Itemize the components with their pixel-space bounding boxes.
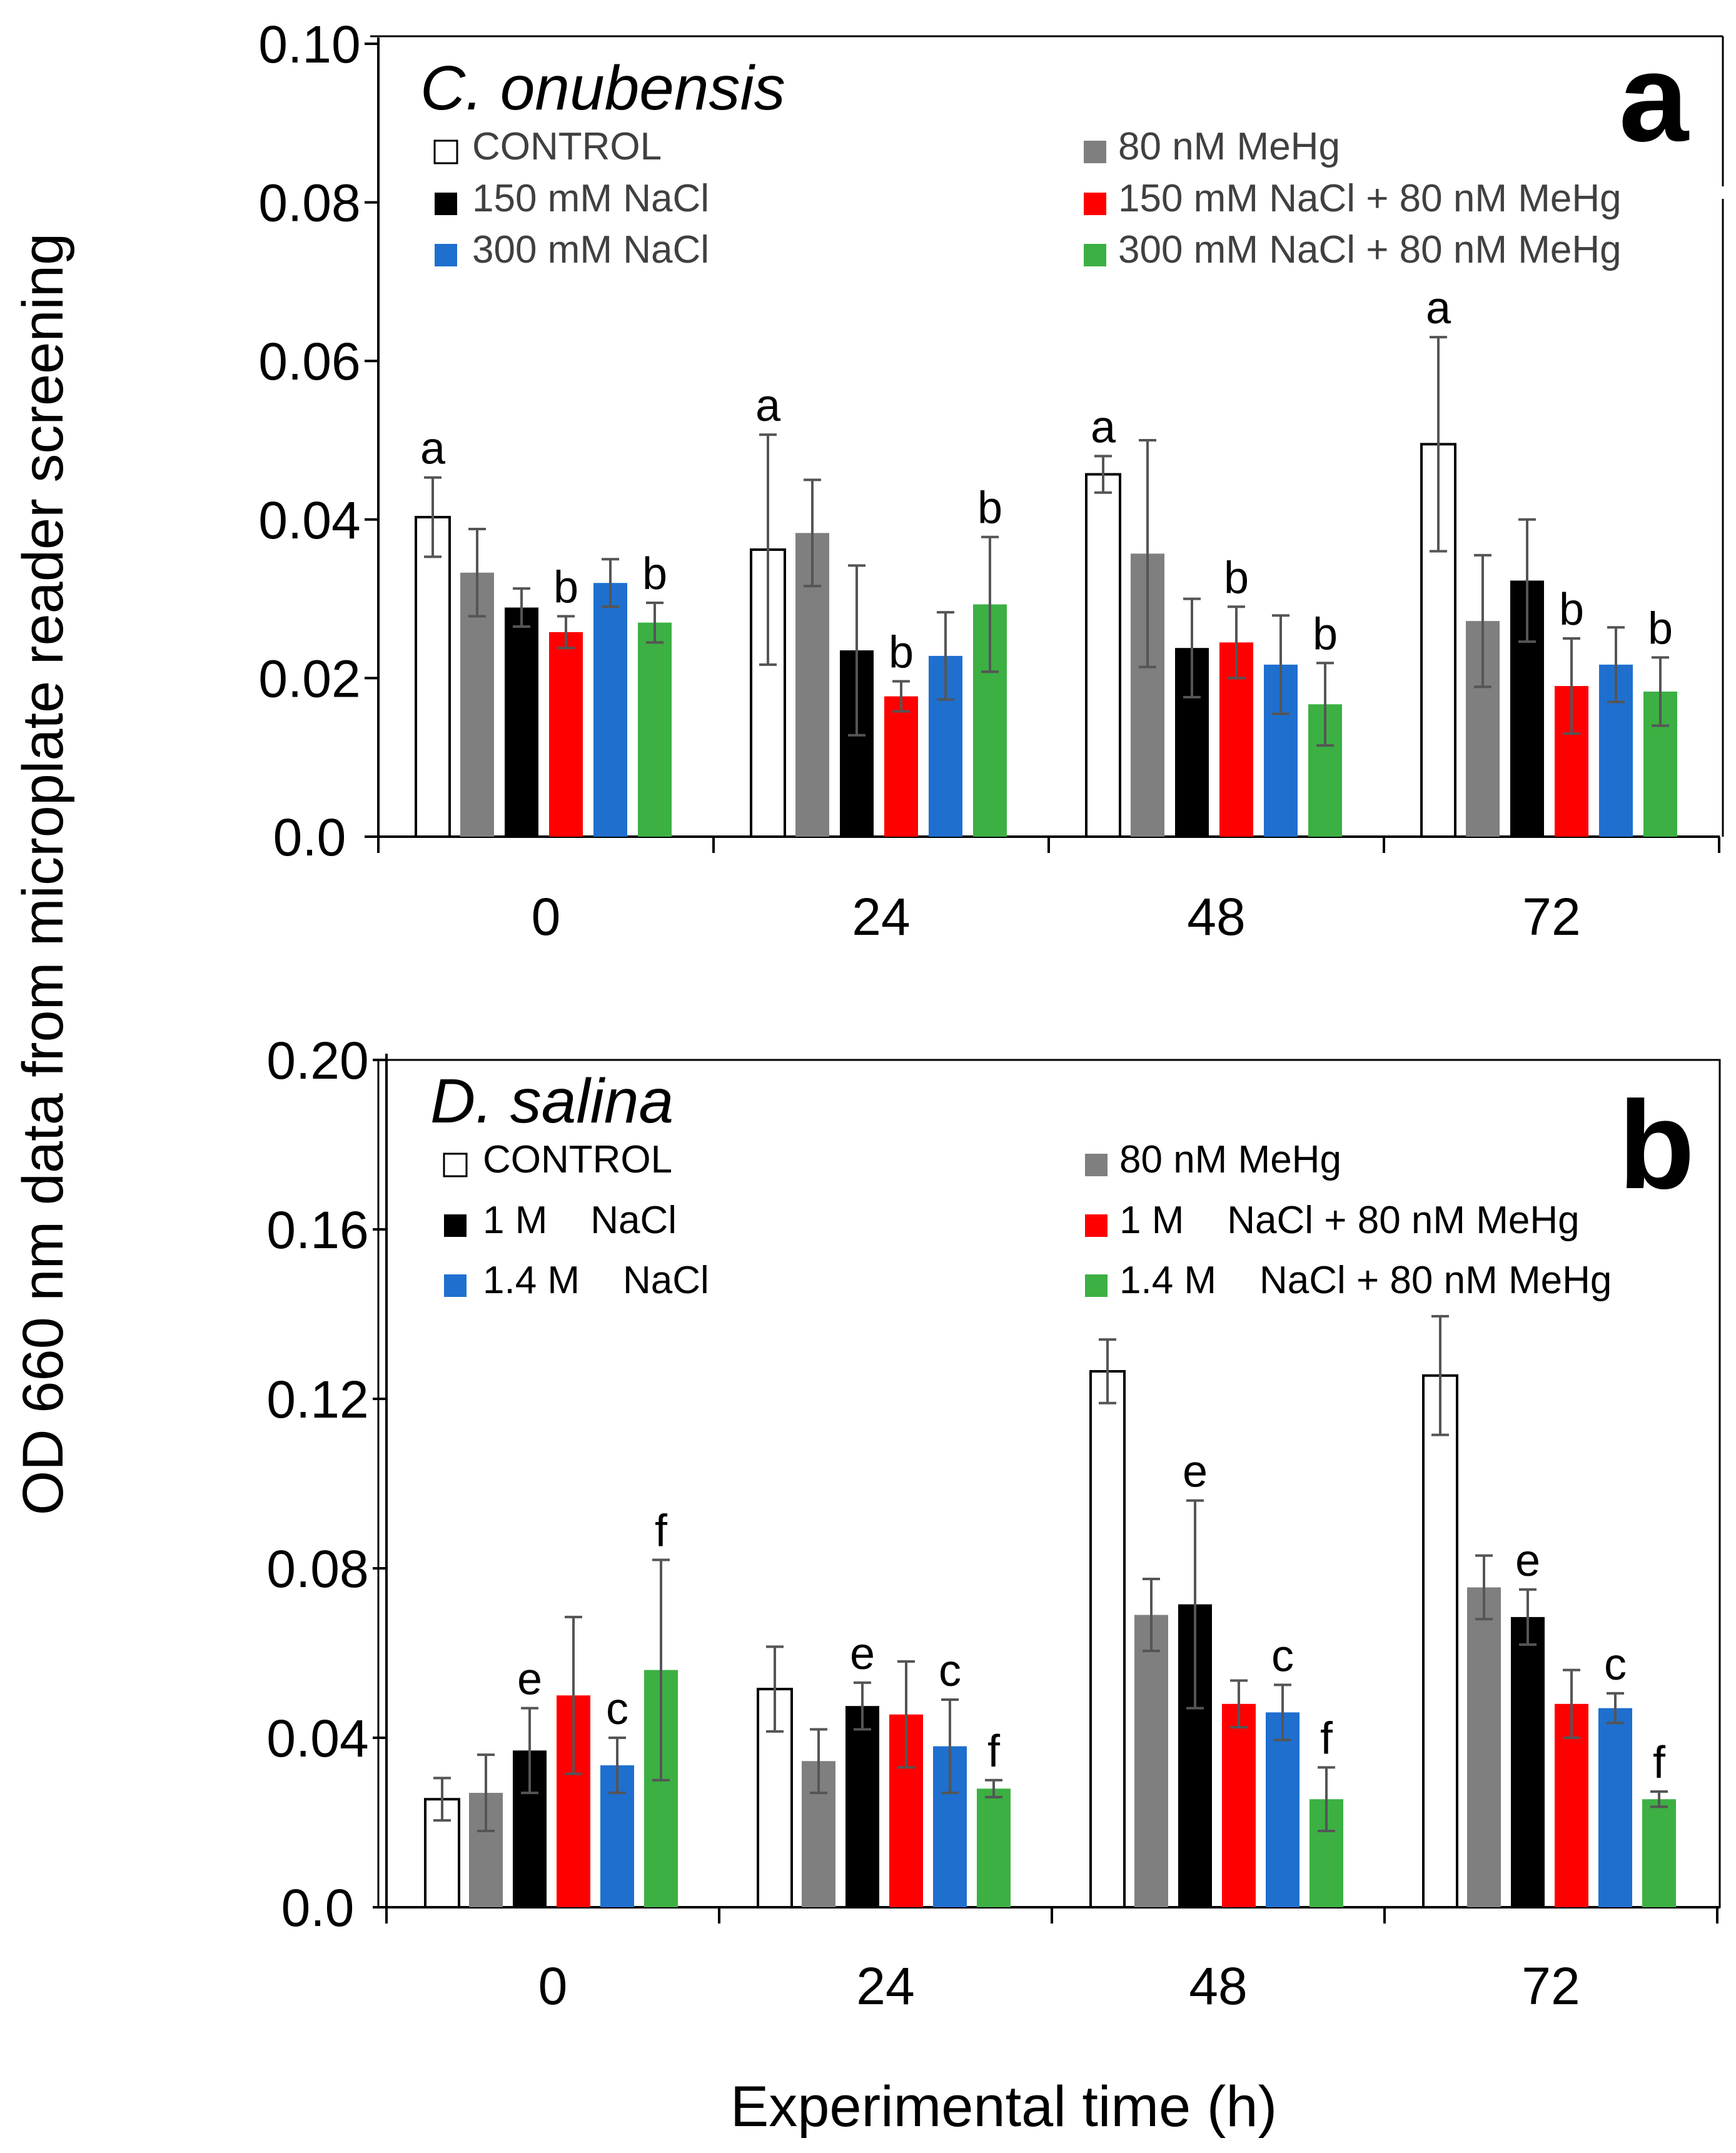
legend-swatch (1085, 1154, 1108, 1176)
significance-letter: b (977, 483, 1002, 533)
legend-swatch (1084, 193, 1106, 215)
significance-letter: b (553, 562, 578, 612)
significance-letter: e (850, 1629, 875, 1679)
legend-label: 1 M NaCl (483, 1199, 677, 1242)
y-tick-label: 0.12 (266, 1370, 369, 1429)
x-tick-label: 0 (538, 1957, 568, 2015)
significance-letter: b (1559, 585, 1584, 635)
legend-label: 150 mM NaCl (472, 177, 709, 220)
legend-label: 150 mM NaCl + 80 nM MeHg (1118, 177, 1622, 220)
legend-label: 80 nM MeHg (1119, 1138, 1341, 1181)
bar (1134, 1615, 1168, 1907)
legend-swatch (435, 244, 457, 266)
bar (1266, 1712, 1299, 1907)
significance-letter: c (606, 1684, 628, 1734)
legend-swatch (1085, 1274, 1108, 1297)
legend-label: 300 mM NaCl + 80 nM MeHg (1118, 228, 1622, 271)
significance-letter: f (1320, 1713, 1333, 1763)
chart-title: C. onubensis (420, 53, 785, 123)
bar (1222, 1703, 1256, 1907)
legend-label: CONTROL (483, 1138, 672, 1181)
x-tick-label: 24 (852, 887, 910, 946)
legend-swatch (444, 1214, 467, 1237)
significance-letter: b (889, 627, 914, 677)
y-tick-label: 0.04 (266, 1709, 369, 1768)
panel-a-chart: 0.0 0.02 0.04 0.06 0.08 0.10 0 24 48 72 a b b a b b a b b a… (258, 15, 1724, 946)
legend-label: 1 M NaCl + 80 nM MeHg (1119, 1199, 1580, 1242)
bar (1598, 1708, 1632, 1907)
y-tick-label: 0.0 (281, 1878, 355, 1937)
bar (1085, 473, 1121, 838)
significance-letter: b (1313, 609, 1338, 659)
bar (884, 696, 918, 837)
significance-letter: c (1604, 1640, 1627, 1690)
bar (1467, 1587, 1501, 1907)
bar (638, 622, 672, 837)
y-axis-title: OD 660 nm data from microplate reader sc… (11, 233, 75, 1516)
legend-label: 80 nM MeHg (1118, 125, 1340, 168)
bar (845, 1706, 879, 1907)
y-tick-label: 0.06 (258, 332, 361, 391)
significance-letter: e (517, 1655, 542, 1705)
significance-letter: c (1271, 1631, 1294, 1681)
legend-swatch (1084, 141, 1106, 163)
legend-swatch (444, 1274, 467, 1297)
significance-letter: a (420, 424, 446, 474)
legend-label: CONTROL (472, 125, 662, 168)
y-tick-label: 0.08 (258, 174, 361, 233)
y-tick-label: 0.10 (258, 15, 361, 74)
x-tick-label: 24 (856, 1957, 914, 2015)
chart-title: D. salina (430, 1066, 674, 1136)
legend-swatch (443, 1152, 468, 1177)
y-tick-label: 0.16 (266, 1201, 369, 1259)
y-tick-label: 0.02 (258, 649, 361, 708)
legend-swatch (433, 139, 458, 164)
significance-letter: b (1648, 603, 1673, 653)
significance-letter: a (755, 381, 781, 431)
bar (415, 515, 451, 838)
bar (1089, 1369, 1126, 1908)
x-tick-label: 48 (1189, 1957, 1247, 2015)
bar (1422, 1374, 1458, 1909)
significance-letter: f (1653, 1738, 1666, 1788)
bar (593, 583, 627, 837)
legend-label: 1.4 M NaCl (483, 1259, 709, 1302)
bar (977, 1788, 1011, 1907)
legend-swatch (435, 193, 457, 215)
significance-letter: b (1224, 553, 1249, 603)
legend-swatch (1084, 244, 1106, 266)
significance-letter: f (987, 1727, 1001, 1777)
panel-label: b (1618, 1076, 1695, 1215)
legend-label: 1.4 M NaCl + 80 nM MeHg (1119, 1259, 1612, 1302)
bar (505, 607, 538, 837)
y-tick-label: 0.04 (258, 491, 361, 550)
y-tick-label: 0.20 (266, 1031, 369, 1090)
x-tick-label: 72 (1522, 1957, 1580, 2015)
significance-letter: a (1426, 283, 1451, 333)
significance-letter: f (655, 1506, 668, 1556)
legend-swatch (1085, 1214, 1108, 1237)
significance-letter: e (1183, 1447, 1208, 1497)
x-tick-label: 0 (532, 887, 561, 946)
legend-label: 300 mM NaCl (472, 228, 709, 271)
x-tick-label: 48 (1187, 887, 1245, 946)
bar (1511, 1616, 1545, 1907)
y-tick-label: 0.08 (266, 1540, 369, 1598)
significance-letter: b (642, 549, 667, 599)
significance-letter: a (1091, 402, 1116, 452)
significance-letter: e (1515, 1536, 1540, 1586)
significance-letter: c (939, 1646, 961, 1696)
x-axis-title: Experimental time (h) (730, 2075, 1277, 2139)
bar (549, 632, 583, 837)
bar (1642, 1799, 1676, 1907)
x-tick-label: 72 (1522, 887, 1580, 946)
y-tick-label: 0.0 (273, 808, 346, 867)
panel-label: a (1619, 28, 1690, 168)
